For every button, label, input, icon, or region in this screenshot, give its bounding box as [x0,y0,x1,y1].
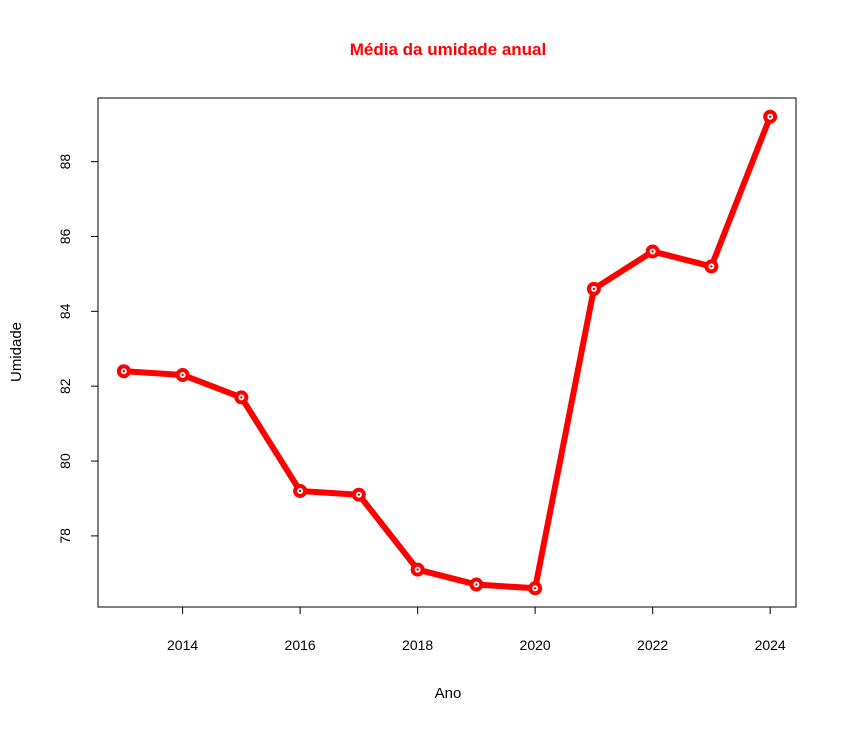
series-line-segment [651,248,713,270]
data-point-center [416,568,419,571]
series-line-segment [238,395,303,493]
data-point-center [357,493,361,496]
series-line-segment [123,368,183,378]
data-point-center [298,489,302,493]
x-tick-label: 2018 [402,637,433,653]
series-line-segment [532,288,597,589]
plot-frame [97,97,797,608]
series-line-segment [356,492,420,572]
x-tick-label: 2022 [637,637,668,653]
chart-title: Média da umidade anual [350,40,547,59]
data-point-center [592,287,596,291]
y-tick-label: 88 [57,154,73,170]
y-tick-label: 80 [57,453,73,469]
y-tick-label: 86 [57,228,73,244]
y-axis-title: Umidade [8,322,25,382]
y-tick-label: 84 [57,303,73,319]
data-point-center [768,115,772,118]
data-point-center [475,583,478,586]
series-line-segment [416,566,478,588]
data-point-center [240,396,243,399]
data-point-center [122,370,126,373]
x-tick-label: 2014 [167,637,198,653]
data-point-center [651,250,654,253]
y-tick-label: 82 [57,378,73,394]
data-point-center [533,587,537,590]
x-tick-label: 2020 [520,637,551,653]
data-layer [116,109,778,596]
data-point-center [181,373,184,377]
x-tick-label: 2016 [285,637,316,653]
series-line-segment [299,487,360,498]
series-line-segment [476,581,536,592]
x-axis-title: Ano [435,685,462,702]
y-tick-label: 78 [57,528,73,544]
series-line-segment [181,372,243,401]
y-axis: 78 80 82 84 86 88 [57,154,99,544]
x-axis: 2014 2016 2018 2020 2022 2024 [167,606,786,653]
series-line-segment [708,115,773,268]
data-point-center [710,265,713,268]
series-line-segment [592,248,655,292]
x-tick-label: 2024 [755,637,786,653]
